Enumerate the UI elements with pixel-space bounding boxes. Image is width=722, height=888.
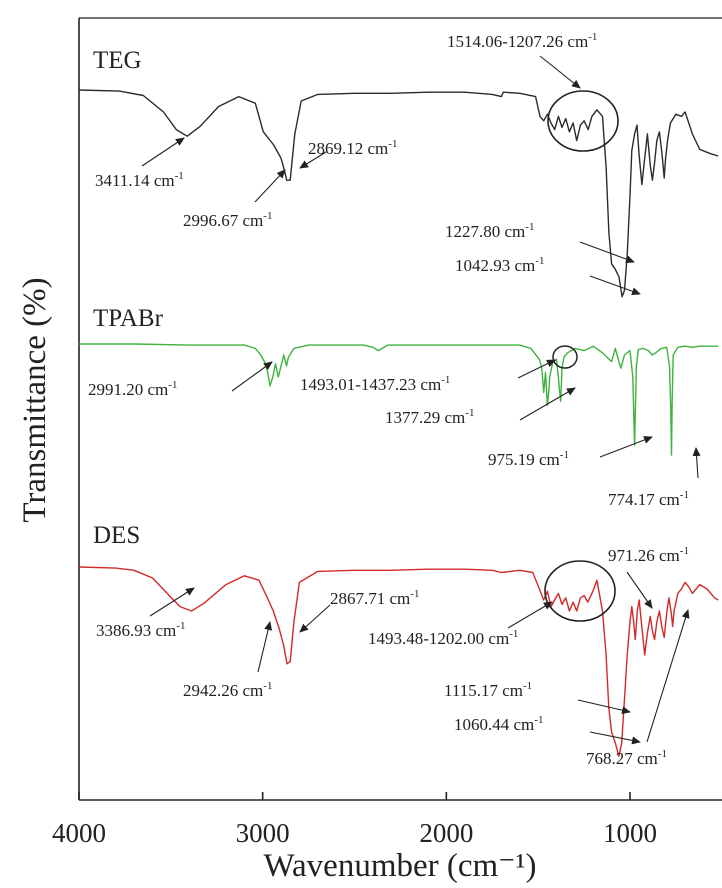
annotation-arrow (149, 587, 195, 617)
series-line-tpabr (79, 343, 719, 456)
tpabr-highlight-circle (552, 345, 578, 369)
peak-annotation: 3411.14 cm-1 (95, 170, 184, 190)
peak-annotation: 1493.48-1202.00 cm-1 (368, 628, 518, 648)
des-highlight-circle (544, 560, 616, 622)
peak-annotation: 2996.67 cm-1 (183, 210, 272, 230)
annotation-arrow (299, 604, 331, 633)
peak-annotation: 1514.06-1207.26 cm-1 (447, 31, 597, 51)
x-axis-ticks (78, 792, 631, 800)
series-line-teg (79, 89, 719, 298)
annotation-arrow (254, 169, 286, 203)
peak-annotation: 2867.71 cm-1 (330, 588, 419, 608)
series-label-tpabr: TPABr (93, 305, 164, 332)
peak-annotation: 2869.12 cm-1 (308, 138, 397, 158)
peak-annotation: 971.26 cm-1 (608, 545, 689, 565)
series-label-teg: TEG (93, 47, 142, 74)
peak-annotation: 1493.01-1437.23 cm-1 (300, 374, 450, 394)
peak-annotation: 768.27 cm-1 (586, 748, 667, 768)
annotation-arrow (299, 151, 327, 169)
annotation-arrow (519, 387, 576, 421)
series-label-des: DES (93, 522, 140, 549)
annotation-arrow (599, 436, 653, 458)
peak-annotation: 1042.93 cm-1 (455, 255, 544, 275)
annotation-arrow (692, 447, 701, 479)
peak-annotation: 975.19 cm-1 (488, 449, 569, 469)
annotation-arrow (257, 621, 273, 673)
annotation-arrow (589, 275, 641, 296)
x-tick-label: 4000 (52, 818, 106, 848)
annotation-arrow (577, 699, 631, 715)
peak-annotation: 2942.26 cm-1 (183, 680, 272, 700)
annotation-arrow (626, 571, 653, 609)
peak-annotations: 3411.14 cm-1 2996.67 cm-1 2869.12 cm-1 1514… (88, 31, 701, 768)
teg-highlight-circle (547, 90, 619, 152)
peak-annotation: 1377.29 cm-1 (385, 407, 474, 427)
peak-annotation: 1115.17 cm-1 (444, 680, 532, 700)
annotation-arrow (646, 609, 690, 743)
annotation-arrow (579, 241, 635, 263)
annotation-arrow (539, 55, 581, 89)
annotation-arrow (589, 731, 641, 745)
x-tick-label: 1000 (603, 818, 657, 848)
peak-annotation: 3386.93 cm-1 (96, 620, 185, 640)
annotation-arrow (231, 361, 273, 392)
annotation-arrow (507, 601, 553, 629)
series-line-des (79, 566, 719, 757)
peak-annotation: 2991.20 cm-1 (88, 379, 177, 399)
spectra (79, 89, 719, 757)
peak-annotation: 774.17 cm-1 (608, 489, 689, 509)
peak-annotation: 1060.44 cm-1 (454, 714, 543, 734)
x-tick-label: 2000 (419, 818, 473, 848)
peak-annotation: 1227.80 cm-1 (445, 221, 534, 241)
x-tick-label: 3000 (236, 818, 290, 848)
annotation-arrow (141, 137, 185, 167)
x-axis-tick-labels: 4000 3000 2000 1000 (52, 818, 657, 848)
annotation-arrow (517, 359, 556, 379)
x-axis-title: Wavenumber (cm⁻¹) (264, 848, 537, 884)
y-axis-title: Transmittance (%) (17, 277, 53, 522)
